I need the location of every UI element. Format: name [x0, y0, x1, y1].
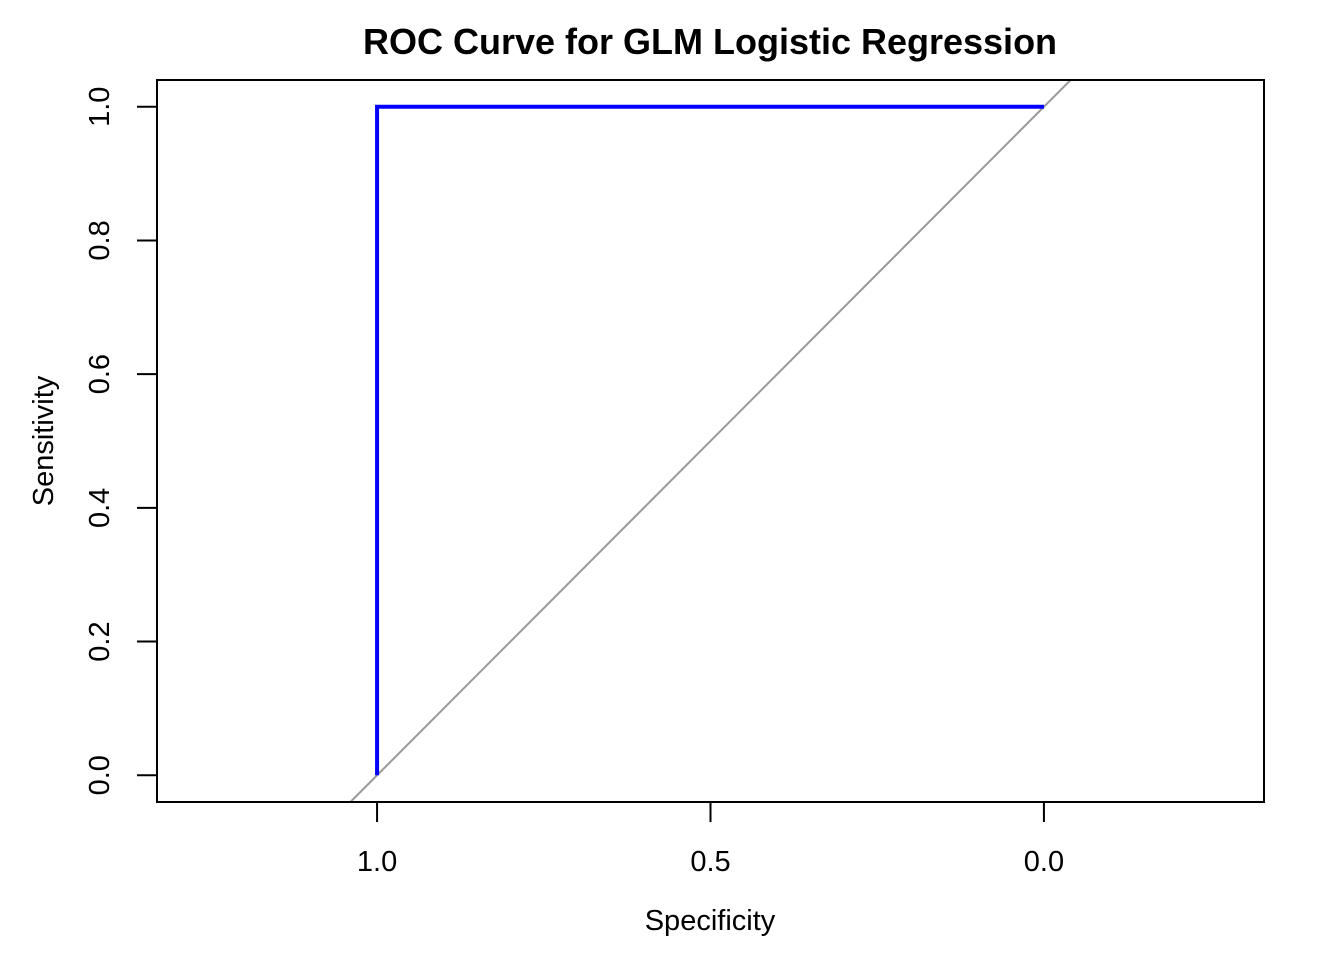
x-axis: 1.0 0.5 0.0 — [357, 801, 1064, 878]
plot-area — [348, 80, 1073, 802]
reference-diagonal-line — [348, 80, 1073, 802]
y-axis-label: Sensitivity — [28, 375, 60, 506]
chart-title: ROC Curve for GLM Logistic Regression — [363, 21, 1057, 62]
y-tick-label: 0.6 — [84, 354, 116, 394]
y-tick-label: 0.0 — [84, 755, 116, 795]
x-tick-label: 0.0 — [1024, 846, 1064, 878]
x-tick-label: 1.0 — [357, 846, 397, 878]
x-tick-label: 0.5 — [690, 846, 730, 878]
y-axis: 0.0 0.2 0.4 0.6 0.8 1.0 — [84, 87, 158, 795]
y-tick-label: 0.4 — [84, 488, 116, 528]
y-tick-label: 0.2 — [84, 621, 116, 661]
y-tick-label: 1.0 — [84, 87, 116, 127]
x-axis-label: Specificity — [645, 905, 776, 937]
roc-curve-line — [375, 104, 1044, 776]
y-tick-label: 0.8 — [84, 220, 116, 260]
